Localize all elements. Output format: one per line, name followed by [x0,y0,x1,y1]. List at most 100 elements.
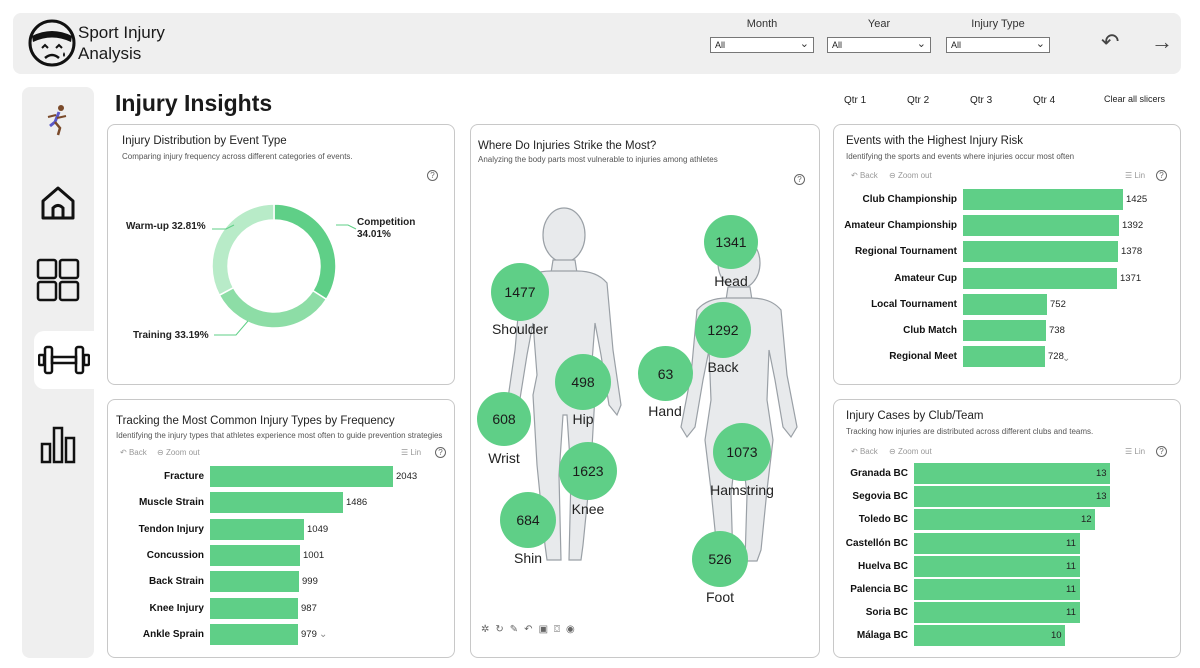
bar-back-strain[interactable] [210,571,299,593]
help-icon[interactable]: ? [1156,170,1167,181]
bar-regional-tournament[interactable] [963,241,1118,263]
events-title: Events with the Highest Injury Risk [846,135,1024,147]
bar-concussion[interactable] [210,544,300,566]
bubble-shin[interactable]: 684 [500,492,556,548]
qtr-2-button[interactable]: Qtr 2 [907,95,930,106]
nav-home[interactable] [22,174,94,232]
view-icon[interactable]: ◉ [566,624,581,635]
zoom-out-label: Zoom out [165,448,200,457]
bubble-shoulder[interactable]: 1477 [491,263,549,321]
bubble-back-label: Back [707,359,739,375]
bubble-foot[interactable]: 526 [692,531,748,587]
bar-value-amateur-cup: 1371 [1120,272,1142,284]
edit-icon[interactable]: ✎ [509,624,525,635]
bubble-hand[interactable]: 63 [638,346,693,401]
back-label: Back [859,447,878,456]
help-icon[interactable]: ? [794,174,805,185]
lin-scale-toggle[interactable]: ☰ Lin [1125,447,1146,456]
clubs-title: Injury Cases by Club/Team [846,410,984,422]
chevron-down-icon: ⌄ [916,38,926,50]
bubble-back[interactable]: 1292 [695,302,751,358]
bubble-hip-label: Hip [572,411,594,427]
slicer-injury-type-dropdown[interactable]: All ⌄ [946,37,1050,53]
bar-muscle-strain[interactable] [210,492,343,514]
refresh-icon[interactable]: ↻ [495,624,510,635]
bar-label-segovia-bc: Segovia BC [852,491,908,503]
slicer-month-dropdown[interactable]: All ⌄ [710,37,814,53]
bubble-knee[interactable]: 1623 [559,442,617,500]
bar-regional-meet[interactable] [963,346,1045,368]
bar-amateur-championship[interactable] [963,215,1119,237]
bar-toledo-bc[interactable] [914,509,1095,531]
donut-slice-training[interactable] [218,286,328,329]
help-icon[interactable]: ? [427,170,438,181]
bar-value-muscle-strain: 1486 [346,497,368,509]
bar-value-regional-tournament: 1378 [1121,246,1143,258]
lin-scale-toggle[interactable]: ☰ Lin [1125,171,1146,180]
bar-ankle-sprain[interactable] [210,623,298,645]
bar-tendon-injury[interactable] [210,518,304,540]
bar-palencia-bc[interactable] [914,579,1080,600]
zoom-out-button[interactable]: ⊖ Zoom out [889,171,932,180]
donut-slice-competition[interactable] [273,203,337,301]
chevron-down-icon[interactable]: ⌄ [1062,353,1071,364]
slicer-year-dropdown[interactable]: All ⌄ [827,37,931,53]
leader-line-warmup [212,224,235,230]
bar-fracture[interactable] [210,466,393,487]
qtr-3-button[interactable]: Qtr 3 [970,95,993,106]
bubble-head[interactable]: 1341 [704,215,758,269]
bar-local-tournament[interactable] [963,293,1047,315]
bar-castellon-bc[interactable] [914,532,1080,554]
clubs-subtitle: Tracking how injuries are distributed ac… [846,427,1094,436]
donut-slice-warm-up[interactable] [211,203,275,297]
back-button[interactable]: ↶ Back [120,448,147,457]
bar-club-match[interactable] [963,320,1046,341]
bar-huelva-bc[interactable] [914,555,1080,577]
pin-icon[interactable]: ✲ [481,624,496,635]
bubble-wrist[interactable]: 608 [477,392,531,446]
back-button[interactable]: ↶ Back [851,171,878,180]
help-icon[interactable]: ? [435,447,446,458]
donut-chart [211,203,357,336]
clear-all-slicers-button[interactable]: Clear all slicers [1104,94,1166,104]
bubble-hip[interactable]: 498 [555,354,611,410]
chevron-down-icon[interactable]: ⌄ [319,629,328,640]
save-icon[interactable]: ▣ [538,624,555,635]
nav-dashboard-grid[interactable] [22,251,94,309]
bar-value-club-match: 738 [1049,325,1065,336]
bar-segovia-bc[interactable] [914,486,1110,508]
bar-amateur-cup[interactable] [963,267,1117,289]
forward-arrow-icon[interactable]: → [1151,29,1173,54]
body-map-card: Where Do Injuries Strike the Most? Analy… [470,124,820,658]
undo-icon[interactable]: ↶ [524,624,539,635]
nav-runner-logo[interactable] [22,92,94,150]
bar-label-regional-meet: Regional Meet [889,351,957,363]
camera-icon[interactable]: ⌼ [554,624,567,635]
qtr-4-button[interactable]: Qtr 4 [1033,95,1056,106]
bar-value-local-tournament: 752 [1050,298,1066,310]
zoom-out-button[interactable]: ⊖ Zoom out [157,448,200,457]
help-icon[interactable]: ? [1156,446,1167,457]
bubble-foot-value: 526 [708,551,732,567]
bar-granada-bc[interactable] [914,463,1110,484]
bar-value-concussion: 1001 [303,549,325,561]
undo-arrow-icon[interactable]: ↶ [1101,29,1120,54]
bar-soria-bc[interactable] [914,602,1080,624]
bar-malaga-bc[interactable] [914,625,1065,647]
qtr-1-button[interactable]: Qtr 1 [844,95,867,106]
bubble-hamstring-label: Hamstring [710,482,774,498]
back-label: Back [859,171,878,180]
nav-bar-chart[interactable] [22,415,94,473]
bubble-hamstring[interactable]: 1073 [713,423,771,481]
lin-scale-toggle[interactable]: ☰ Lin [401,448,422,457]
bar-label-huelva-bc: Huelva BC [857,560,908,572]
dumbbell-icon [38,345,90,375]
bar-value-castellon-bc: 11 [1066,537,1076,549]
donut-title: Injury Distribution by Event Type [122,135,287,147]
bar-knee-injury[interactable] [210,597,298,619]
bar-club-championship[interactable] [963,189,1123,210]
zoom-out-button[interactable]: ⊖ Zoom out [889,447,932,456]
chevron-down-icon: ⌄ [799,38,809,50]
back-button[interactable]: ↶ Back [851,447,878,456]
nav-dumbbell-active[interactable] [34,331,94,389]
